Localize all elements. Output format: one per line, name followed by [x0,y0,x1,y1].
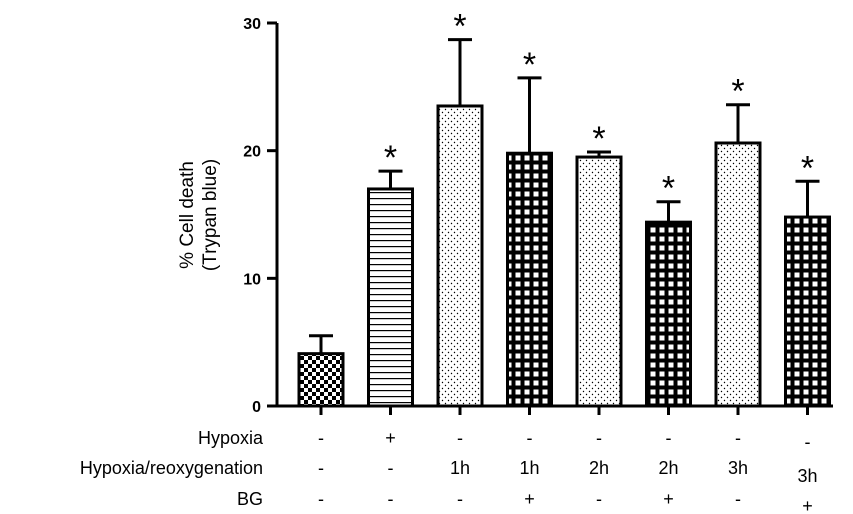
significance-star: * [801,149,814,187]
significance-star: * [453,8,466,46]
condition-cell: - [666,428,672,448]
condition-cell: + [385,428,396,448]
condition-row-label: BG [237,489,263,509]
condition-cell: - [457,428,463,448]
bar [784,215,831,408]
bar-group: * [784,149,831,408]
bars: * * * * * * * [297,8,831,408]
condition-cell: - [457,489,463,509]
condition-cell: 3h [728,458,748,478]
condition-cell: 1h [519,458,539,478]
significance-star: * [523,46,536,84]
y-tick-label: 30 [243,16,261,33]
bar [575,155,623,408]
condition-row-label: Hypoxia [198,428,264,448]
bar [436,104,484,408]
bar-group: * [645,170,692,408]
significance-star: * [592,120,605,158]
condition-cell: - [388,458,394,478]
bar-group: * [714,73,762,408]
bar [297,352,345,408]
condition-cell: - [527,428,533,448]
condition-cell: - [805,432,811,452]
y-axis-title-line-2: (Trypan blue) [200,159,221,271]
bar [645,220,692,408]
y-tick-label: 20 [243,144,261,161]
condition-cell: - [318,489,324,509]
bar-group: * [367,139,414,408]
bar-group: * [436,8,484,408]
y-axis: 0 10 20 30 [243,16,279,416]
y-tick-label: 0 [252,399,261,416]
condition-cell: - [596,489,602,509]
significance-star: * [731,73,744,111]
condition-cell: - [735,489,741,509]
condition-cell: + [524,489,535,509]
condition-cell: + [802,496,813,514]
significance-star: * [662,170,675,208]
bar [367,187,414,408]
bar [714,141,762,408]
condition-table: Hypoxia - + - - - - - - Hypoxia/reoxygenation - - 1h… [80,428,818,514]
y-tick-label: 10 [243,271,261,288]
condition-cell: - [318,458,324,478]
condition-cell: 3h [797,466,817,486]
condition-cell: 1h [450,458,470,478]
condition-row-label: Hypoxia/reoxygenation [80,458,263,478]
condition-cell: 2h [589,458,609,478]
condition-cell: 2h [658,458,678,478]
y-axis-title-line-1: % Cell death [177,161,198,269]
bar-group [297,334,345,408]
y-axis-title: % Cell death (Trypan blue) [177,159,221,271]
condition-cell: + [663,489,674,509]
bar-group: * [575,120,623,408]
bar-group: * [506,46,553,408]
condition-cell: - [735,428,741,448]
condition-cell: - [596,428,602,448]
significance-star: * [384,139,397,177]
condition-cell: - [318,428,324,448]
condition-cell: - [388,489,394,509]
bar [506,151,553,408]
